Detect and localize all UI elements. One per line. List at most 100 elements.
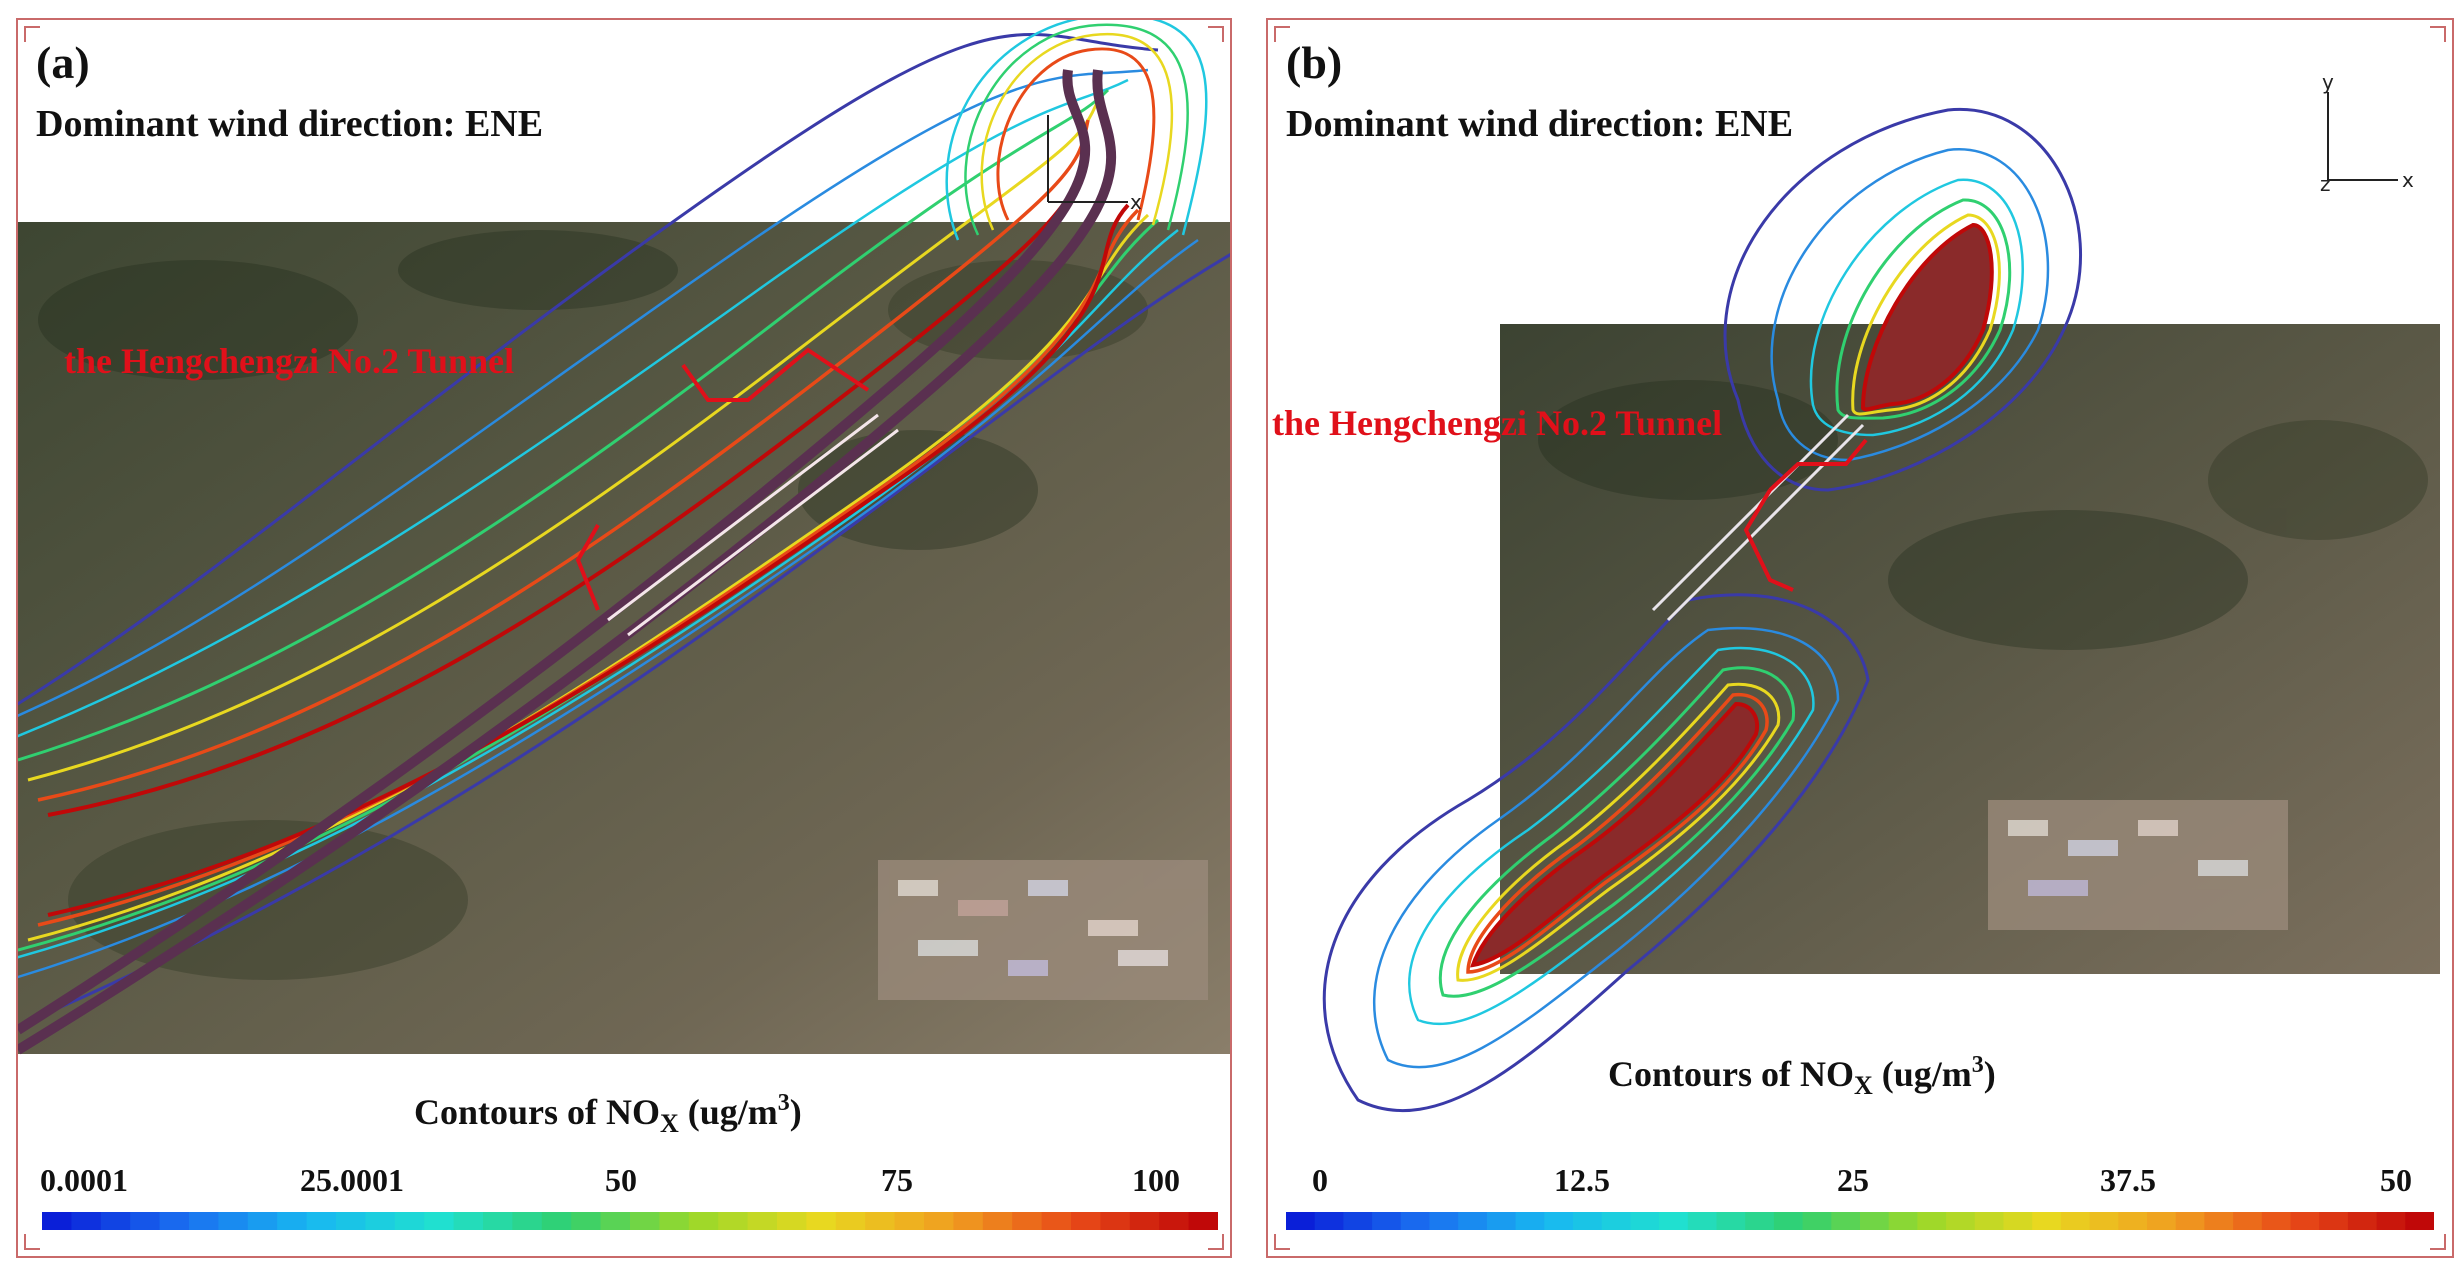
colorbar-tick: 75 (881, 1162, 913, 1198)
colorbar-segment (1041, 1212, 1072, 1230)
colorbar-segment (365, 1212, 396, 1230)
colorbar-segment (924, 1212, 954, 1230)
nox-contours-south (1322, 593, 1870, 1112)
colorbar-segment (2204, 1212, 2234, 1230)
panel-label: (b) (1286, 37, 1343, 88)
x-axis-label: x (2402, 168, 2414, 192)
colorbar-segment (336, 1212, 366, 1230)
panel-a: (a) Dominant wind direction: ENE the Hen… (16, 18, 1232, 1258)
colorbar-segment (424, 1212, 455, 1230)
colorbar-segment (1687, 1212, 1718, 1230)
colorbar-segment (1573, 1212, 1603, 1230)
colorbar-segment (1129, 1212, 1160, 1230)
colorbar-segment (1286, 1212, 1316, 1230)
colorbar-segment (100, 1212, 131, 1230)
colorbar-segment (806, 1212, 837, 1230)
colorbar-segment (777, 1212, 807, 1230)
colorbar-segment (394, 1212, 425, 1230)
colorbar-segment (2261, 1212, 2292, 1230)
panel-b: (b) Dominant wind direction: ENE the Hen… (1266, 18, 2454, 1258)
colorbar-segment (1159, 1212, 1190, 1230)
colorbar-segment (71, 1212, 102, 1230)
colorbar-segment (2233, 1212, 2263, 1230)
tunnel-lines (1651, 413, 1865, 622)
colorbar-tick: 25.0001 (300, 1162, 404, 1198)
colorbar-title: Contours of NOX (ug/m3) (1608, 1052, 1996, 1100)
colorbar-segment (541, 1212, 572, 1230)
colorbar-segment (1630, 1212, 1660, 1230)
frame-corner (2430, 1234, 2446, 1250)
colorbar-segment (2032, 1212, 2062, 1230)
contour-map-a (18, 20, 1230, 1055)
wind-direction-label: Dominant wind direction: ENE (36, 103, 544, 145)
colorbar-segment (218, 1212, 249, 1230)
colorbar-segment (1745, 1212, 1775, 1230)
z-axis-label: z (2320, 172, 2331, 196)
colorbar-segment (1946, 1212, 1976, 1230)
colorbar-tick: 25 (1837, 1162, 1869, 1198)
colorbar-segment (894, 1212, 925, 1230)
colorbar-tick: 100 (1132, 1162, 1180, 1198)
tunnel-bracket-top (1768, 438, 1868, 492)
colorbar-segment (42, 1212, 72, 1230)
colorbar-segment (2089, 1212, 2119, 1230)
colorbar-segment (2175, 1212, 2205, 1230)
y-axis-label: y (2322, 70, 2334, 94)
colorbar-segment (189, 1212, 219, 1230)
colorbar-segment (2118, 1212, 2148, 1230)
colorbar-segment (688, 1212, 719, 1230)
colorbar-segment (571, 1212, 602, 1230)
colorbar-segment (1860, 1212, 1890, 1230)
forest-patches (1538, 380, 2428, 650)
colorbar-segment (483, 1212, 513, 1230)
axis-glyph (2327, 92, 2398, 181)
colorbar-segment (512, 1212, 543, 1230)
colorbar-tick: 50 (2380, 1162, 2412, 1198)
colorbar-segment (1888, 1212, 1918, 1230)
colorbar-segment (1012, 1212, 1043, 1230)
colorbar-segment (1400, 1212, 1431, 1230)
colorbar-segment (1372, 1212, 1402, 1230)
colorbar-title: Contours of NOX (ug/m3) (414, 1090, 802, 1138)
frame-corner (2430, 26, 2446, 42)
colorbar-segment (2147, 1212, 2177, 1230)
colorbar-segment (1917, 1212, 1947, 1230)
colorbar-segment (982, 1212, 1013, 1230)
village (878, 860, 1208, 1000)
highway-lines (18, 69, 1117, 1055)
colorbar-segment (2347, 1212, 2378, 1230)
colorbar-tick: 50 (605, 1162, 637, 1198)
tunnel-label: the Hengchengzi No.2 Tunnel (1272, 403, 1723, 443)
colorbar-segment (2376, 1212, 2406, 1230)
frame-corner (1208, 26, 1224, 42)
colorbar-segment (1458, 1212, 1488, 1230)
colorbar-segment (2060, 1212, 2091, 1230)
frame-corner (24, 1234, 40, 1250)
tunnel-bracket-side (1743, 488, 1794, 592)
colorbar-tick: 0.0001 (40, 1162, 128, 1198)
colorbar-segment (600, 1212, 631, 1230)
colorbar-segment (277, 1212, 308, 1230)
frame-corner (1208, 1234, 1224, 1250)
colorbar-segment (1716, 1212, 1746, 1230)
colorbar-segment (1515, 1212, 1545, 1230)
colorbar-segment (2003, 1212, 2033, 1230)
tunnel-bracket-top (681, 347, 870, 402)
panel-label: (a) (36, 37, 90, 88)
colorbar-tick: 37.5 (2100, 1162, 2156, 1198)
colorbar-segment (865, 1212, 896, 1230)
colorbar-segment (1831, 1212, 1861, 1230)
colorbar (42, 1212, 1218, 1230)
colorbar-segment (159, 1212, 190, 1230)
colorbar-segment (718, 1212, 749, 1230)
colorbar-segment (2290, 1212, 2320, 1230)
colorbar-segment (1974, 1212, 2005, 1230)
colorbar-segment (835, 1212, 866, 1230)
x-axis-label: x (1130, 190, 1142, 214)
colorbar-segment (953, 1212, 984, 1230)
colorbar-segment (1773, 1212, 1804, 1230)
colorbar-segment (1071, 1212, 1101, 1230)
village (1988, 800, 2288, 930)
colorbar-segment (1343, 1212, 1373, 1230)
colorbar-tick: 12.5 (1554, 1162, 1610, 1198)
